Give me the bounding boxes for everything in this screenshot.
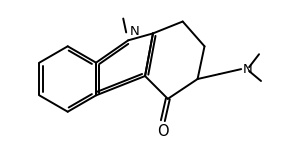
Text: N: N <box>130 25 140 38</box>
Text: N: N <box>243 63 253 76</box>
Text: O: O <box>157 124 169 139</box>
